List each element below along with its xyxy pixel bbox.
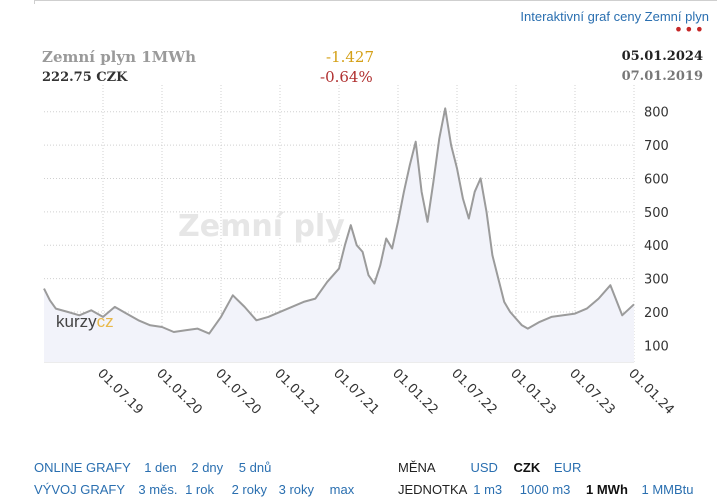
history-2-years[interactable]: 2 roky — [231, 482, 267, 497]
currency-eur[interactable]: EUR — [553, 460, 582, 475]
online-charts-row: ONLINE GRAFY 1 den 2 dny 5 dnů — [34, 460, 271, 475]
history-3-years[interactable]: 3 roky — [278, 482, 315, 497]
y-axis-ticks: 100 200 300 400 500 600 700 800 — [644, 106, 669, 355]
x-axis-ticks: 01.07.19 01.01.20 01.07.20 01.01.21 01.07.21… — [94, 366, 677, 418]
y-tick-label-700: 700 — [644, 139, 669, 154]
y-tick-label-600: 600 — [644, 172, 669, 187]
unit-1-mwh[interactable]: 1 MWh — [586, 482, 628, 497]
y-tick-label-800: 800 — [644, 106, 669, 121]
chart-watermark: Zemní ply — [178, 209, 345, 244]
y-tick-label-200: 200 — [644, 306, 669, 321]
x-tick-label-01.01.23: 01.01.23 — [507, 366, 559, 418]
currency-row: MĚNA USD CZK EUR — [398, 460, 581, 475]
unit-1000-m3[interactable]: 1000 m3 — [519, 482, 571, 497]
x-tick-label-01.07.20: 01.07.20 — [212, 366, 264, 418]
top-border-tick — [34, 0, 35, 4]
x-tick-label-01.07.21: 01.07.21 — [330, 366, 382, 418]
brand-logo-cz: cz — [96, 312, 114, 331]
date-start: 07.01.2019 — [621, 69, 703, 84]
x-tick-label-01.01.22: 01.01.22 — [389, 366, 441, 418]
top-border — [34, 0, 717, 1]
x-tick-label-01.01.24: 01.01.24 — [625, 366, 677, 418]
series-area — [44, 108, 634, 363]
history-charts-label: VÝVOJ GRAFY — [34, 482, 125, 497]
brand-logo-text: kurzy — [56, 312, 97, 331]
x-tick-label-01.07.23: 01.07.23 — [566, 366, 618, 418]
interactive-chart-link[interactable]: Interaktivní graf ceny Zemní plyn — [520, 9, 709, 24]
unit-row: JEDNOTKA 1 m3 1000 m3 1 MWh 1 MMBtu — [398, 482, 694, 497]
series-line — [43, 107, 635, 335]
brand-logo: kurzycz — [56, 312, 114, 332]
y-tick-label-400: 400 — [644, 239, 669, 254]
currency-czk[interactable]: CZK — [513, 460, 541, 475]
online-1-day[interactable]: 1 den — [144, 460, 177, 475]
more-options-icon[interactable]: ••• — [673, 20, 705, 39]
y-tick-label-500: 500 — [644, 206, 669, 221]
online-2-days[interactable]: 2 dny — [191, 460, 224, 475]
price-chart[interactable]: Zemní ply 100 200 300 400 500 600 700 800 01.07… — [0, 0, 717, 440]
commodity-title: Zemní plyn 1MWh — [42, 48, 197, 66]
history-3-months[interactable]: 3 měs. — [138, 482, 178, 497]
history-max[interactable]: max — [329, 482, 355, 497]
change-absolute: -1.427 — [326, 48, 375, 66]
current-price: 222.75 CZK — [42, 70, 128, 85]
x-tick-label-01.01.21: 01.01.21 — [271, 366, 323, 418]
history-charts-row: VÝVOJ GRAFY 3 měs. 1 rok 2 roky 3 roky m… — [34, 482, 354, 497]
date-end: 05.01.2024 — [621, 49, 703, 64]
unit-label: JEDNOTKA — [398, 482, 467, 497]
x-tick-label-01.01.20: 01.01.20 — [153, 366, 205, 418]
currency-usd[interactable]: USD — [470, 460, 498, 475]
online-charts-label: ONLINE GRAFY — [34, 460, 131, 475]
x-tick-label-01.07.22: 01.07.22 — [448, 366, 500, 418]
online-5-days[interactable]: 5 dnů — [238, 460, 272, 475]
y-tick-label-300: 300 — [644, 273, 669, 288]
chart-series — [43, 107, 635, 363]
currency-label: MĚNA — [398, 460, 435, 475]
y-tick-label-100: 100 — [644, 339, 669, 354]
change-percent: -0.64% — [320, 68, 373, 86]
unit-1-mmbtu[interactable]: 1 MMBtu — [641, 482, 694, 497]
history-1-year[interactable]: 1 rok — [185, 482, 214, 497]
x-tick-label-01.07.19: 01.07.19 — [94, 366, 146, 418]
unit-1-m3[interactable]: 1 m3 — [473, 482, 503, 497]
